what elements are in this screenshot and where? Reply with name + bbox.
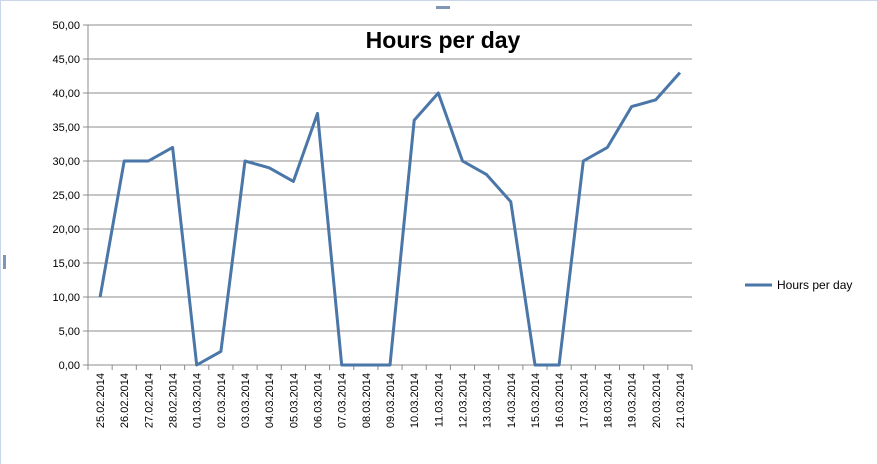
y-tick-label: 20,00 [52, 224, 80, 236]
y-tick-label: 40,00 [52, 88, 80, 100]
x-tick-label: 13.03.2014 [482, 373, 494, 428]
y-tick-label: 30,00 [52, 156, 80, 168]
x-tick-label: 10.03.2014 [409, 373, 421, 428]
x-tick-label: 03.03.2014 [240, 373, 252, 428]
chart-title: Hours per day [366, 27, 521, 53]
x-tick-label: 19.03.2014 [627, 373, 639, 428]
x-tick-label: 09.03.2014 [385, 373, 397, 428]
x-tick-label: 15.03.2014 [530, 373, 542, 428]
x-axis-tick-labels: 25.02.2014 26.02.2014 27.02.2014 28.02.2014… [95, 373, 687, 428]
y-tick-label: 5,00 [59, 326, 80, 338]
y-tick-label: 45,00 [52, 54, 80, 66]
left-resize-handle[interactable] [3, 255, 6, 269]
x-tick-label: 20.03.2014 [651, 373, 663, 428]
y-tick-label: 35,00 [52, 122, 80, 134]
y-tick-label: 50,00 [52, 20, 80, 32]
gridlines [88, 24, 692, 332]
x-tick-label: 11.03.2014 [433, 373, 445, 427]
x-tick-label: 26.02.2014 [119, 373, 131, 428]
x-tick-label: 05.03.2014 [288, 373, 300, 428]
y-tick-label: 25,00 [52, 190, 80, 202]
series-line-hours-per-day [98, 71, 682, 367]
y-tick-label: 10,00 [52, 292, 80, 304]
x-tick-label: 08.03.2014 [361, 373, 373, 428]
x-tick-label: 17.03.2014 [578, 373, 590, 428]
legend-label: Hours per day [777, 278, 852, 292]
x-tick-label: 14.03.2014 [506, 373, 518, 428]
x-tick-label: 06.03.2014 [313, 373, 325, 428]
y-tick-label: 15,00 [52, 258, 80, 270]
x-tick-label: 02.03.2014 [216, 373, 228, 428]
x-tick-label: 27.02.2014 [143, 373, 155, 428]
x-tick-label: 04.03.2014 [264, 373, 276, 428]
x-tick-label: 07.03.2014 [337, 373, 349, 428]
x-tick-label: 25.02.2014 [95, 373, 107, 428]
x-tick-label: 21.03.2014 [675, 373, 687, 428]
x-tick-label: 16.03.2014 [554, 373, 566, 428]
x-tick-label: 12.03.2014 [457, 373, 469, 428]
y-axis-tick-labels: 0,00 5,00 10,00 15,00 20,00 25,00 30,00 35,00 40… [52, 20, 80, 372]
y-tick-label: 0,00 [59, 360, 80, 372]
x-tick-label: 01.03.2014 [192, 373, 204, 428]
x-tick-label: 18.03.2014 [602, 373, 614, 428]
x-tick-label: 28.02.2014 [168, 373, 180, 428]
axes [83, 24, 693, 370]
top-resize-handle[interactable] [436, 6, 450, 9]
legend: Hours per day [745, 278, 852, 292]
